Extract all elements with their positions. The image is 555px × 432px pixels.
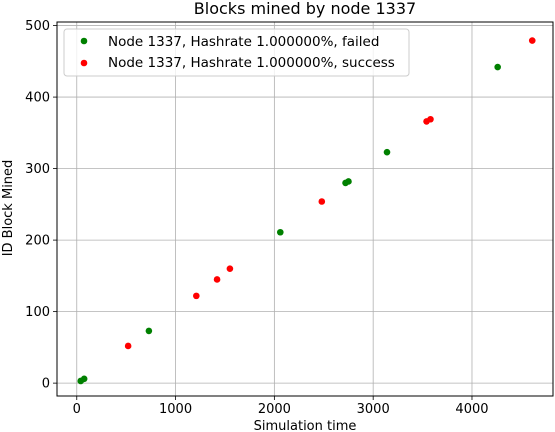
failed-block-point <box>145 327 153 335</box>
plot-frame <box>56 21 554 397</box>
x-tick-label: 2000 <box>258 402 291 417</box>
x-tick-label: 3000 <box>357 402 390 417</box>
success-block-point <box>427 115 434 123</box>
legend-label-failed: Node 1337, Hashrate 1.000000%, failed <box>108 34 379 50</box>
y-axis-label: ID Block Mined <box>1 160 16 257</box>
failed-block-point <box>80 375 88 383</box>
success-block-point <box>318 198 326 205</box>
failed-block-point <box>276 228 284 236</box>
success-block-point <box>528 37 536 44</box>
legend-marker-failed <box>80 37 88 45</box>
success-block-point <box>193 292 200 300</box>
success-block-point <box>124 342 132 350</box>
x-tick-label: 1000 <box>159 402 192 417</box>
legend-box <box>63 28 410 77</box>
y-tick-label: 300 <box>25 162 50 177</box>
grid-lines <box>57 22 553 396</box>
x-axis-label: Simulation time <box>254 419 357 432</box>
failed-block-point <box>494 63 501 71</box>
y-tick-label: 500 <box>25 19 50 34</box>
legend-label-success: Node 1337, Hashrate 1.000000%, success <box>108 55 395 71</box>
success-block-point <box>213 276 221 283</box>
x-tick-label: 4000 <box>455 402 488 417</box>
legend: Node 1337, Hashrate 1.000000%, failed No… <box>63 28 410 77</box>
success-block-point <box>226 265 234 273</box>
y-tick-label: 0 <box>42 377 50 392</box>
axis-ticks: 0 1000 2000 3000 4000 0 100 200 300 400 500 <box>25 19 488 417</box>
y-tick-label: 400 <box>25 91 50 106</box>
legend-marker-success <box>80 59 88 67</box>
failed-block-point <box>345 178 352 185</box>
chart-title: Blocks mined by node 1337 <box>194 0 416 18</box>
failed-block-point <box>383 148 391 156</box>
x-tick-label: 0 <box>73 402 81 417</box>
y-tick-label: 100 <box>25 305 50 320</box>
data-points <box>77 37 536 385</box>
y-tick-label: 200 <box>25 234 50 249</box>
